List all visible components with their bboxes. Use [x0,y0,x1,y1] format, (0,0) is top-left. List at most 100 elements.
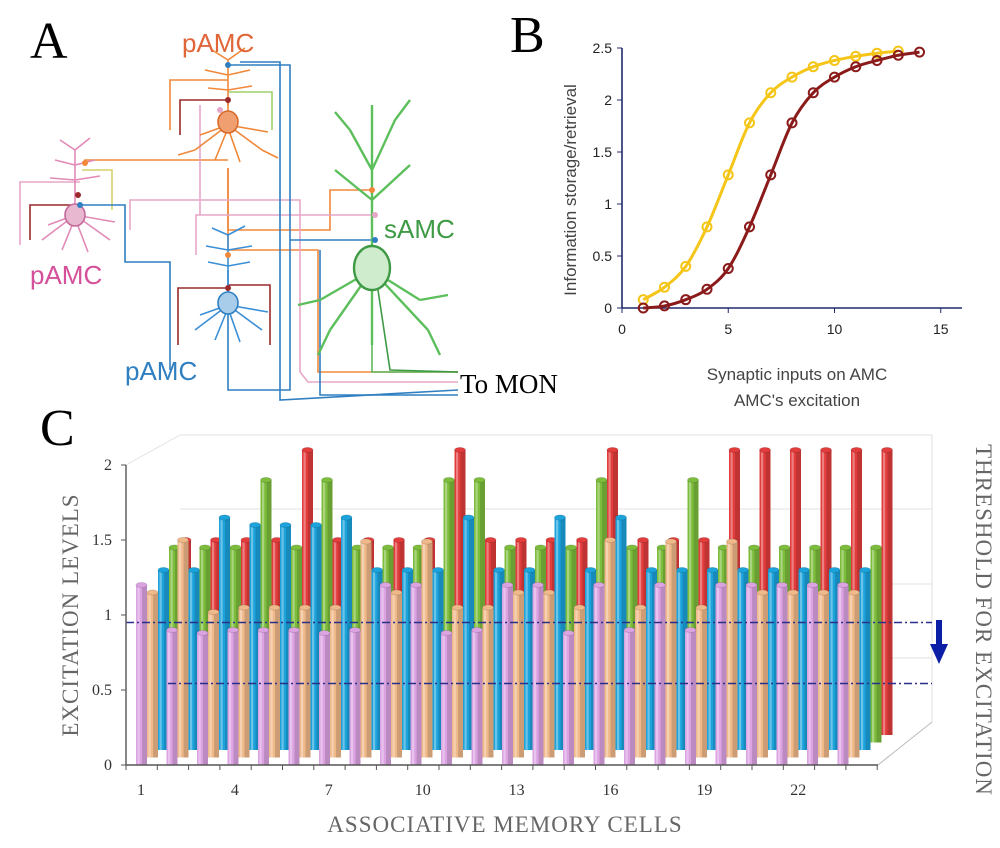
label-bottom-pamc: pAMC [125,356,197,386]
c-bar [573,604,586,758]
c-bar [665,538,677,758]
c-bar [268,604,281,758]
c-bar [604,536,616,758]
c-ytick-label: 1.5 [92,532,112,549]
c-bar [166,626,178,765]
b-ytick-label: 1 [604,196,612,212]
b-ytick-label: 2.5 [593,40,613,56]
label-left-pamc: pAMC [30,260,102,290]
threshold-arrow-icon [930,620,948,664]
b-xtick-label: 5 [724,321,732,337]
c-bar [593,581,605,765]
c-ticks: 0 0.5 1 1.5 2 1 4 7 10 13 16 19 22 [92,457,878,799]
b-point [850,50,862,62]
c-bar [715,581,727,765]
c-ytick-label: 2 [104,457,112,474]
b-point [659,300,670,312]
panel-letter-c: C [40,400,75,457]
b-xtick-label: 10 [827,321,843,337]
b-series-line-1 [643,50,920,310]
b-xtick-label: 15 [933,321,949,337]
c-bar [440,629,453,765]
panel-letter-b: B [510,7,545,64]
panel-c-chart: 0 0.5 1 1.5 2 1 4 7 10 13 16 19 22 EXCITATION LEVELS… [58,434,996,837]
c-xtick-label: 4 [231,782,239,799]
b-point [765,169,777,181]
b-xlabel-line1: Synaptic inputs on AMC [707,365,887,384]
c-bar [787,589,799,758]
b-ytick-label: 0 [604,300,612,316]
c-bar [817,589,830,758]
c-ylabel: EXCITATION LEVELS [58,493,83,736]
c-bar [379,581,392,765]
neuron-samc [297,99,449,356]
c-right-label: THRESHOLD FOR EXCITATION [971,444,996,796]
b-point [850,61,862,73]
b-point [892,49,904,61]
label-top-pamc: pAMC [182,28,254,58]
c-bar [360,538,372,758]
label-to-mon: To MON [460,369,558,399]
c-bar [806,581,819,765]
c-bar [257,626,270,765]
c-bar [512,589,525,758]
c-bar [482,604,494,758]
c-bar [177,536,189,758]
c-ytick-label: 1 [104,607,112,624]
c-bar [318,629,331,765]
c-bar [349,626,361,765]
c-thresholds [126,621,932,685]
b-point [765,87,777,99]
c-xtick-label: 7 [325,782,333,799]
c-xtick-label: 19 [696,782,712,799]
b-ticks: 0 0.5 1 1.5 2 2.5 0 5 10 15 [593,40,949,337]
b-point [680,294,692,306]
c-bar [196,629,209,765]
c-ytick-label: 0.5 [92,682,112,699]
c-bar [870,544,882,743]
c-bar [695,604,708,758]
c-bar [543,589,555,758]
neuron-bottom-pamc [194,225,269,343]
c-bar [299,604,311,758]
c-bar [238,604,250,758]
b-point [722,169,734,181]
c-bar [881,446,893,735]
c-bar [776,581,788,765]
c-bar [623,626,636,765]
c-bar [501,581,514,765]
b-point [722,262,734,274]
c-bar [684,626,697,765]
label-samc: sAMC [384,214,455,244]
c-ytick-label: 0 [104,757,112,774]
panel-letter-a: A [30,13,68,70]
c-bar [390,589,403,758]
c-xlabel: ASSOCIATIVE MEMORY CELLS [327,812,682,837]
c-bar [288,626,300,765]
c-bar [410,581,422,765]
b-point [680,260,692,272]
b-series [637,45,925,314]
c-bar [451,604,464,758]
b-point [637,302,649,314]
b-point [701,221,713,233]
c-bar [634,604,647,758]
c-bar [654,581,666,765]
c-bar [227,626,239,765]
c-xtick-label: 16 [603,782,619,799]
c-bar [135,581,148,765]
c-bar [837,581,849,765]
b-point [744,117,755,129]
c-bar [745,581,758,765]
b-point [786,71,798,83]
c-bar [726,538,738,758]
b-point [807,87,819,99]
c-xtick-label: 22 [790,782,806,799]
c-xtick-label: 13 [509,782,525,799]
c-xtick-label: 1 [137,782,145,799]
b-point [871,47,883,59]
c-bar [421,538,433,758]
b-point [871,54,883,66]
c-bar [756,589,769,758]
